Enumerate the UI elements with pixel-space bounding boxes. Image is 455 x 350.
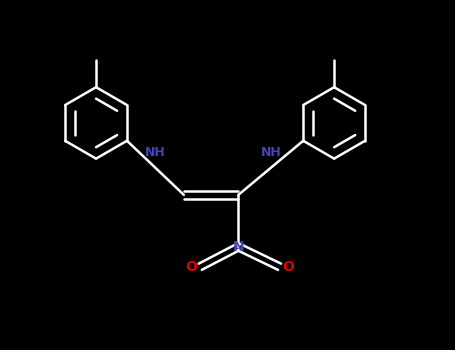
Text: O: O bbox=[283, 260, 294, 274]
Text: O: O bbox=[185, 260, 197, 274]
Text: NH: NH bbox=[260, 146, 281, 159]
Text: N: N bbox=[233, 240, 244, 254]
Text: NH: NH bbox=[145, 146, 166, 159]
